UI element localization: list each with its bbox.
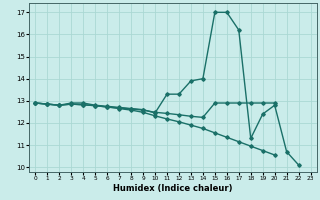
X-axis label: Humidex (Indice chaleur): Humidex (Indice chaleur): [113, 184, 233, 193]
